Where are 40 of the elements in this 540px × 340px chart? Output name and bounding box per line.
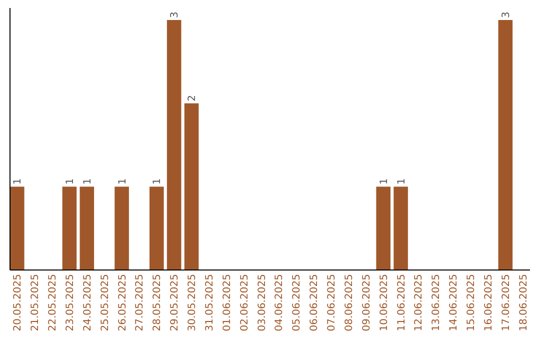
x-tick-label: 04.06.2025	[274, 274, 286, 332]
data-label: 3	[170, 12, 181, 18]
x-tick-label: 11.06.2025	[396, 274, 408, 332]
x-tick-label: 03.06.2025	[256, 274, 268, 332]
x-tick-label: 28.05.2025	[152, 274, 164, 332]
x-tick-label: 05.06.2025	[292, 274, 303, 332]
data-label: 1	[82, 178, 94, 185]
x-tick-label: 15.06.2025	[466, 274, 478, 332]
x-tick-label: 10.06.2025	[378, 274, 390, 332]
data-label: 3	[500, 12, 512, 18]
data-label: 1	[378, 178, 390, 185]
x-tick-label: 20.05.2025	[12, 274, 24, 332]
data-label: 1	[152, 178, 164, 185]
x-tick-label: 02.06.2025	[239, 274, 250, 332]
x-tick-label: 12.06.2025	[414, 274, 425, 332]
x-tick-label: 23.05.2025	[64, 274, 76, 332]
x-tick-label: 26.05.2025	[117, 274, 128, 332]
x-tick-label: 18.06.2025	[518, 274, 530, 332]
x-tick-label: 13.06.2025	[431, 274, 442, 332]
x-tick-label: 25.05.2025	[100, 274, 111, 332]
data-label: 1	[64, 178, 76, 185]
x-tick-label: 22.05.2025	[48, 274, 59, 332]
x-tick-label: 16.06.2025	[483, 274, 494, 332]
x-tick-label: 31.05.2025	[204, 274, 216, 332]
x-tick-label: 17.06.2025	[500, 274, 512, 332]
x-tick-label: 07.06.2025	[326, 274, 338, 332]
x-tick-label: 06.06.2025	[309, 274, 320, 332]
data-label: 1	[12, 178, 24, 185]
x-tick-label: 30.05.2025	[187, 274, 198, 332]
data-label: 1	[396, 178, 408, 185]
x-tick-label: 08.06.2025	[344, 274, 355, 332]
x-tick-label: 29.05.2025	[170, 274, 181, 332]
x-tick-label: 21.05.2025	[30, 274, 42, 332]
x-tick-label: 01.06.2025	[222, 274, 233, 332]
x-tick-label: 27.05.2025	[134, 274, 146, 332]
x-tick-label: 14.06.2025	[448, 274, 460, 332]
x-tick-label: 09.06.2025	[361, 274, 372, 332]
x-tick-label: 24.05.2025	[82, 274, 94, 332]
data-label: 2	[187, 94, 198, 102]
data-label: 1	[117, 178, 128, 185]
